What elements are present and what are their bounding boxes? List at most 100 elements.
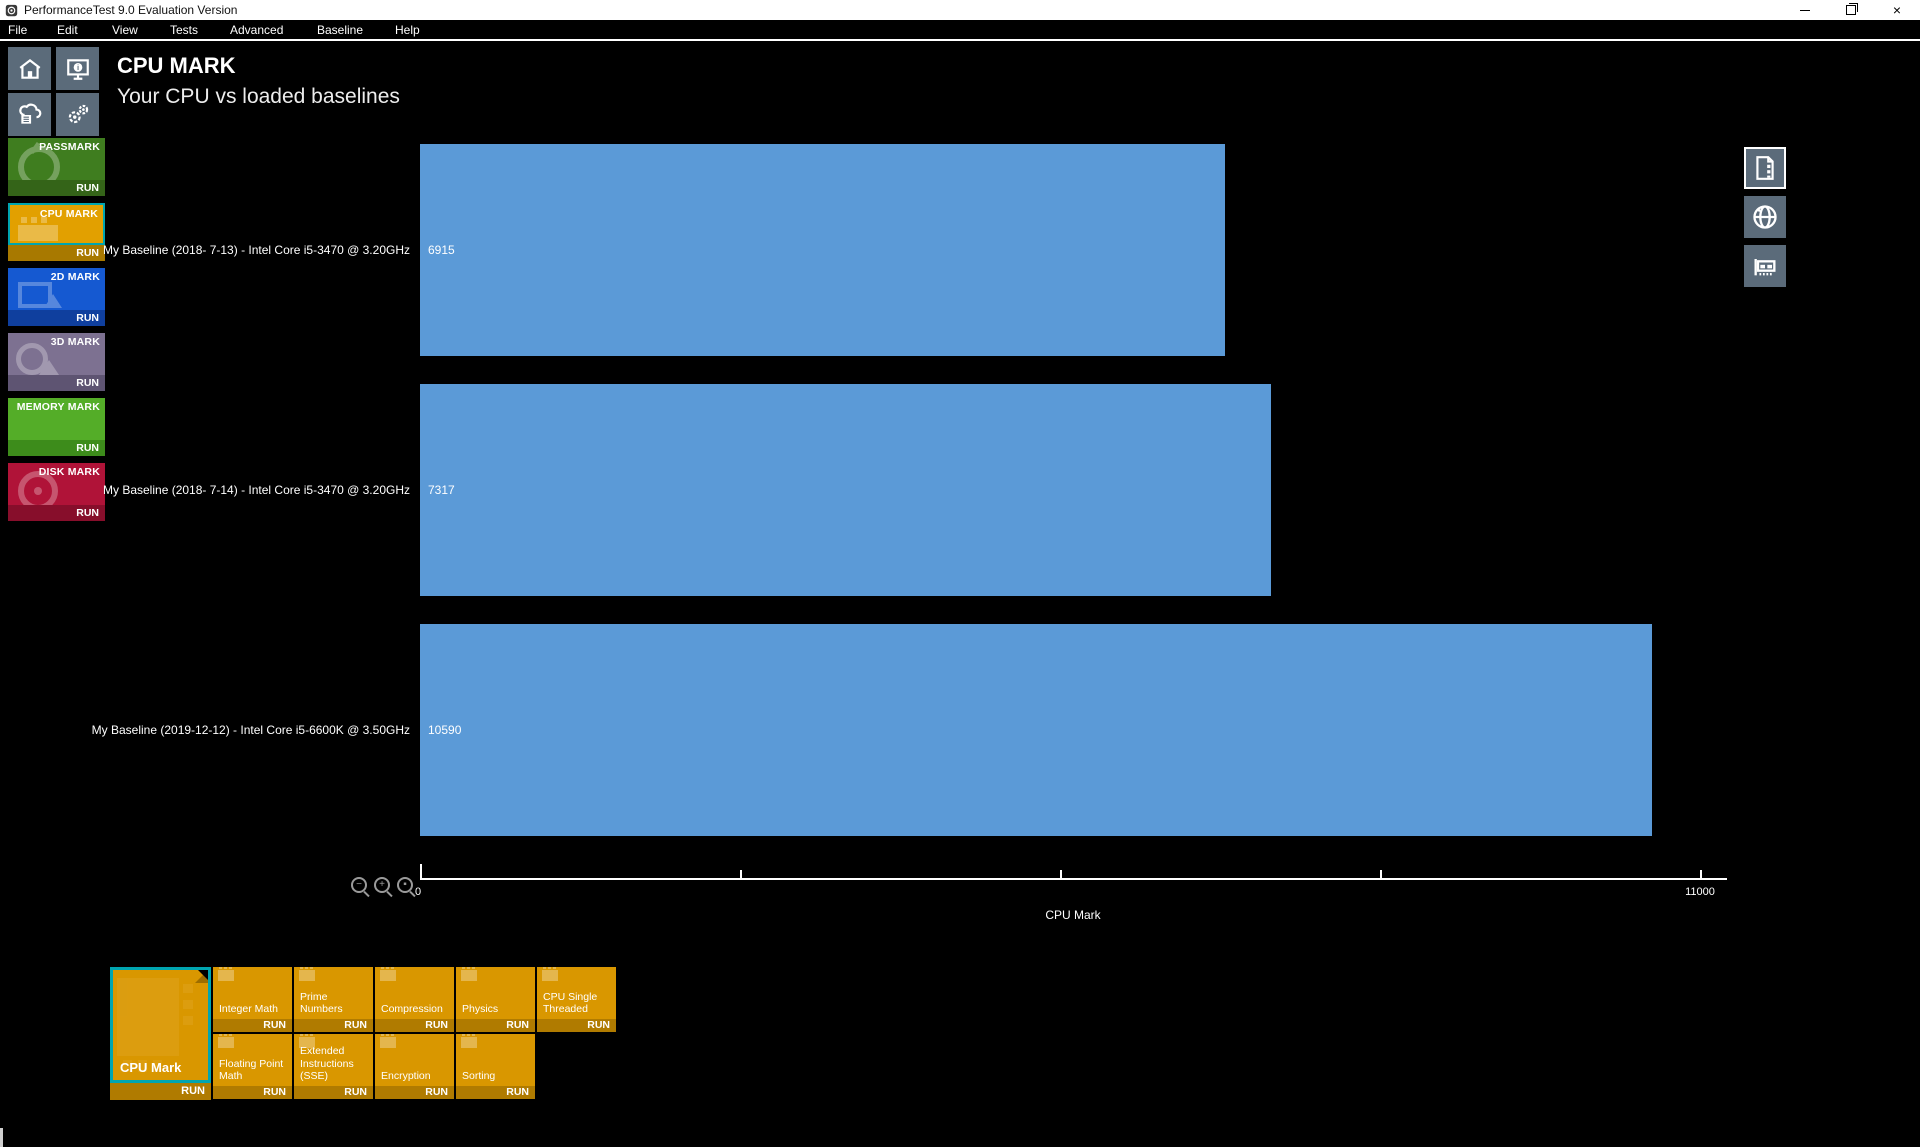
run-strip[interactable]: RUN xyxy=(8,310,105,326)
sidebar-tile-memory-mark[interactable]: MEMORY MARK RUN xyxy=(8,398,105,456)
axis-tick-label: 0 xyxy=(415,886,422,898)
bar-value-label: 6915 xyxy=(428,243,455,257)
test-tile-floating-point-math[interactable]: Floating Point Math RUN xyxy=(213,1034,292,1099)
test-tile-sorting[interactable]: Sorting RUN xyxy=(456,1034,535,1099)
run-button[interactable]: RUN xyxy=(344,1086,367,1098)
zoom-in-button[interactable]: + xyxy=(374,877,390,893)
menu-item-tests[interactable]: Tests xyxy=(170,22,199,37)
run-strip[interactable]: RUN xyxy=(294,1086,373,1099)
test-tile-label: CPU Mark xyxy=(120,1060,182,1075)
run-strip[interactable]: RUN xyxy=(456,1019,535,1032)
run-button[interactable]: RUN xyxy=(76,507,99,519)
run-strip[interactable]: RUN xyxy=(8,505,105,521)
run-button[interactable]: RUN xyxy=(76,377,99,389)
run-button[interactable]: RUN xyxy=(425,1019,448,1031)
hardware-card-button[interactable] xyxy=(1744,245,1786,287)
page-subtitle: Your CPU vs loaded baselines xyxy=(117,85,400,108)
menu-item-file[interactable]: File xyxy=(8,22,28,37)
tile-label: PASSMARK xyxy=(39,141,100,153)
svg-text:i: i xyxy=(76,63,78,72)
zoom-reset-button[interactable]: ▪ xyxy=(397,877,413,893)
disk-icon xyxy=(18,471,58,505)
cpu-chip-watermark-icon xyxy=(117,978,193,1072)
run-button[interactable]: RUN xyxy=(181,1085,205,1097)
run-strip[interactable]: RUN xyxy=(294,1019,373,1032)
home-button[interactable] xyxy=(8,47,51,90)
run-strip[interactable]: RUN xyxy=(375,1019,454,1032)
run-strip[interactable]: RUN xyxy=(456,1086,535,1099)
test-tile-label: Prime Numbers xyxy=(300,990,343,1016)
test-tile-extended-instructions-sse[interactable]: Extended Instructions (SSE) RUN xyxy=(294,1034,373,1099)
run-button[interactable]: RUN xyxy=(263,1019,286,1031)
baseline-label: My Baseline (2018- 7-14) - Intel Core i5… xyxy=(103,483,410,497)
sidebar-tile-passmark[interactable]: PASSMARK RUN xyxy=(8,138,105,196)
x-axis-title: CPU Mark xyxy=(1045,908,1101,922)
report-document-button[interactable] xyxy=(1744,147,1786,189)
test-tile-cpu-single-threaded[interactable]: CPU Single Threaded RUN xyxy=(537,967,616,1032)
cpu-chip-icon xyxy=(218,967,234,981)
close-icon: × xyxy=(1892,2,1902,18)
sidebar-tile-disk-mark[interactable]: DISK MARK RUN xyxy=(8,463,105,521)
sidebar-tile-cpu-mark[interactable]: CPU MARK RUN xyxy=(8,203,105,261)
tile-body: CPU MARK xyxy=(8,203,105,245)
window-title: PerformanceTest 9.0 Evaluation Version xyxy=(24,3,238,17)
baseline-bar[interactable]: 7317 xyxy=(420,384,1271,596)
test-tile-compression[interactable]: Compression RUN xyxy=(375,967,454,1032)
menu-item-advanced[interactable]: Advanced xyxy=(230,22,284,37)
run-strip[interactable]: RUN xyxy=(8,440,105,456)
tile-body: PASSMARK xyxy=(8,138,105,180)
menu-item-help[interactable]: Help xyxy=(395,22,420,37)
bar-value-label: 10590 xyxy=(428,723,462,737)
run-strip[interactable]: RUN xyxy=(8,180,105,196)
run-strip[interactable]: RUN xyxy=(8,375,105,391)
axis-tick xyxy=(1700,870,1702,878)
tile-body: Encryption xyxy=(375,1034,454,1086)
run-strip[interactable]: RUN xyxy=(375,1086,454,1099)
run-button[interactable]: RUN xyxy=(506,1086,529,1098)
run-button[interactable]: RUN xyxy=(76,442,99,454)
system-info-button[interactable]: i xyxy=(56,47,99,90)
run-strip[interactable]: RUN xyxy=(213,1019,292,1032)
close-button[interactable]: × xyxy=(1874,0,1920,20)
cpu-chip-icon xyxy=(299,1034,315,1048)
run-button[interactable]: RUN xyxy=(425,1086,448,1098)
preferences-button[interactable] xyxy=(56,93,99,136)
sidebar-tile-2d-mark[interactable]: 2D MARK RUN xyxy=(8,268,105,326)
minimize-icon xyxy=(1800,9,1810,11)
run-button[interactable]: RUN xyxy=(344,1019,367,1031)
test-tile-label: Sorting xyxy=(462,1070,496,1083)
minimize-button[interactable] xyxy=(1782,0,1828,20)
sidebar-tile-3d-mark[interactable]: 3D MARK RUN xyxy=(8,333,105,391)
baseline-bar[interactable]: 10590 xyxy=(420,624,1652,836)
menu-item-baseline[interactable]: Baseline xyxy=(317,22,364,37)
test-tile-integer-math[interactable]: Integer Math RUN xyxy=(213,967,292,1032)
zoom-out-button[interactable]: − xyxy=(351,877,367,893)
run-strip[interactable]: RUN xyxy=(8,245,105,261)
gauge-icon xyxy=(18,146,60,180)
tile-body: Extended Instructions (SSE) xyxy=(294,1034,373,1086)
test-tile-physics[interactable]: Physics RUN xyxy=(456,967,535,1032)
run-strip[interactable]: RUN xyxy=(537,1019,616,1032)
run-button[interactable]: RUN xyxy=(76,312,99,324)
test-tile-encryption[interactable]: Encryption RUN xyxy=(375,1034,454,1099)
tile-body: Prime Numbers xyxy=(294,967,373,1019)
run-button[interactable]: RUN xyxy=(76,247,99,259)
menu-item-view[interactable]: View xyxy=(112,22,138,37)
cpu-chip-icon xyxy=(380,1034,396,1048)
run-strip[interactable]: RUN xyxy=(213,1086,292,1099)
run-button[interactable]: RUN xyxy=(76,182,99,194)
test-tile-prime-numbers[interactable]: Prime Numbers RUN xyxy=(294,967,373,1032)
run-strip[interactable]: RUN xyxy=(110,1083,211,1100)
test-tile-cpu-mark[interactable]: CPU Mark RUN xyxy=(110,967,211,1100)
cpu-chip-icon xyxy=(299,967,315,981)
baseline-label: My Baseline (2018- 7-13) - Intel Core i5… xyxy=(103,243,410,257)
restore-button[interactable] xyxy=(1828,0,1874,20)
run-button[interactable]: RUN xyxy=(506,1019,529,1031)
menu-item-edit[interactable]: Edit xyxy=(57,22,78,37)
run-button[interactable]: RUN xyxy=(263,1086,286,1098)
cloud-baselines-button[interactable] xyxy=(8,93,51,136)
run-button[interactable]: RUN xyxy=(587,1019,610,1031)
test-tile-label: Physics xyxy=(462,1003,499,1016)
web-globe-button[interactable] xyxy=(1744,196,1786,238)
baseline-bar[interactable]: 6915 xyxy=(420,144,1225,356)
